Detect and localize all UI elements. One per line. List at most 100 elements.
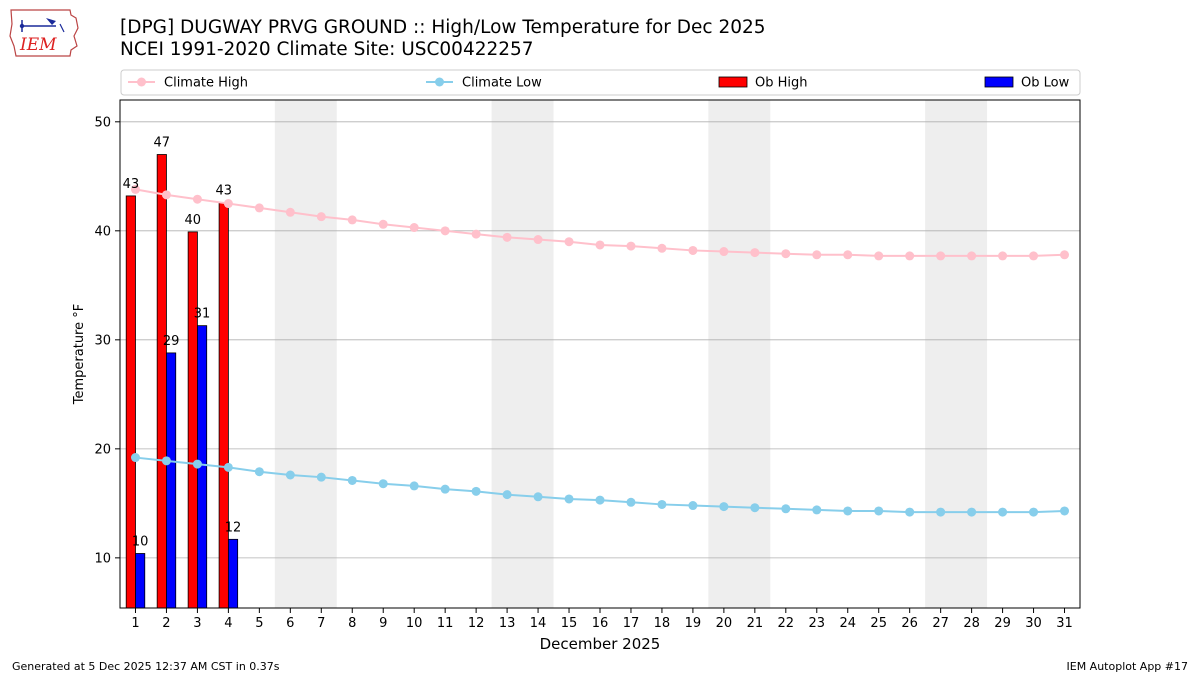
climate-low-point-day-10 [409, 481, 419, 491]
ob-low-label-day-3: 31 [194, 307, 211, 322]
climate-high-point-day-25 [874, 251, 884, 261]
climate-high-point-day-16 [595, 240, 605, 250]
climate-high-point-day-12 [471, 229, 481, 239]
climate-high-point-day-14 [533, 235, 543, 245]
y-tick-label-30: 30 [94, 333, 111, 348]
ob-high-bar-day-2 [156, 154, 167, 609]
x-tick-label-15: 15 [561, 616, 578, 631]
x-tick-label-21: 21 [747, 616, 764, 631]
app-credit: IEM Autoplot App #17 [1066, 660, 1189, 673]
x-tick-label-28: 28 [963, 616, 980, 631]
ob-low-label-day-1: 10 [132, 534, 149, 549]
climate-low-point-day-4 [223, 462, 233, 472]
x-tick-label-7: 7 [317, 616, 325, 631]
climate-low-point-day-16 [595, 495, 605, 505]
climate-low-point-day-28 [967, 507, 977, 517]
climate-high-point-day-8 [347, 215, 357, 225]
climate-high-point-day-3 [192, 194, 202, 204]
climate-high-point-day-5 [254, 203, 264, 213]
climate-high-point-day-2 [161, 190, 171, 200]
ob-high-label-day-4: 43 [215, 183, 232, 198]
climate-high-point-day-22 [781, 249, 791, 259]
climate-low-point-day-26 [905, 507, 915, 517]
climate-low-point-day-20 [719, 502, 729, 512]
ob-low-bar-day-1 [135, 553, 146, 609]
climate-high-point-day-24 [843, 250, 853, 260]
climate-high-point-day-9 [378, 219, 388, 229]
legend-climate-low-swatch-marker [435, 77, 444, 87]
climate-low-point-day-30 [1029, 507, 1039, 517]
legend-climate-high-label: Climate High [164, 76, 248, 91]
climate-low-point-day-11 [440, 484, 450, 494]
x-axis: 1 2 3 4 5 6 7 8 9 10 11 12 13 14 15 16 17 18 19 20 21 22 23 24 2… [131, 608, 1073, 631]
climate-high-point-day-13 [502, 232, 512, 242]
y-axis: 10 20 30 40 50 [94, 115, 120, 566]
x-tick-label-2: 2 [162, 616, 170, 631]
ob-low-bar-day-4 [227, 538, 239, 609]
climate-lines [130, 184, 1070, 517]
ob-low-bar-day-2 [166, 352, 177, 609]
climate-high-point-day-30 [1029, 251, 1039, 261]
climate-low-point-day-24 [843, 506, 853, 516]
climate-low-point-day-25 [874, 506, 884, 516]
x-tick-label-29: 29 [994, 616, 1011, 631]
bar-value-labels: 43 47 40 43 10 29 31 12 [123, 136, 242, 550]
y-tick-label-20: 20 [94, 442, 111, 457]
x-tick-label-4: 4 [224, 616, 232, 631]
x-tick-label-13: 13 [499, 616, 516, 631]
climate-low-point-day-13 [502, 490, 512, 500]
x-tick-label-22: 22 [778, 616, 795, 631]
climate-high-point-day-11 [440, 226, 450, 236]
climate-low-point-day-15 [564, 494, 574, 504]
x-tick-label-23: 23 [809, 616, 826, 631]
x-tick-label-17: 17 [623, 616, 640, 631]
x-tick-label-27: 27 [932, 616, 949, 631]
generated-timestamp: Generated at 5 Dec 2025 12:37 AM CST in … [12, 660, 280, 673]
climate-low-point-day-21 [750, 503, 760, 513]
climate-low-point-day-27 [936, 507, 946, 517]
climate-low-point-day-2 [161, 456, 171, 466]
climate-low-point-day-23 [812, 505, 822, 515]
climate-low-point-day-12 [471, 486, 481, 496]
climate-low-point-day-3 [192, 459, 202, 469]
x-tick-label-9: 9 [379, 616, 387, 631]
climate-high-point-day-6 [285, 207, 295, 217]
x-tick-label-24: 24 [839, 616, 856, 631]
climate-high-point-day-17 [626, 241, 636, 251]
climate-high-point-day-28 [967, 251, 977, 261]
x-tick-label-25: 25 [870, 616, 887, 631]
x-tick-label-5: 5 [255, 616, 263, 631]
svg-text:IEM: IEM [19, 35, 57, 55]
climate-low-point-day-22 [781, 504, 791, 514]
climate-low-point-day-19 [688, 501, 698, 511]
title-line-1: [DPG] DUGWAY PRVG GROUND :: High/Low Tem… [120, 17, 766, 38]
climate-high-point-day-21 [750, 248, 760, 258]
climate-high-point-day-15 [564, 237, 574, 247]
ob-low-label-day-4: 12 [225, 520, 242, 535]
climate-high-point-day-19 [688, 245, 698, 255]
x-axis-label: December 2025 [540, 635, 661, 653]
weekend-band-1 [274, 100, 337, 608]
x-tick-label-19: 19 [685, 616, 702, 631]
x-tick-label-16: 16 [592, 616, 609, 631]
y-axis-label: Temperature °F [72, 304, 87, 405]
ob-high-label-day-3: 40 [185, 213, 202, 228]
x-tick-label-14: 14 [530, 616, 547, 631]
climate-low-point-day-7 [316, 472, 326, 482]
climate-high-point-day-7 [316, 212, 326, 222]
x-tick-label-6: 6 [286, 616, 294, 631]
legend-climate-low-label: Climate Low [462, 76, 542, 91]
climate-high-point-day-29 [998, 251, 1008, 261]
climate-low-point-day-5 [254, 467, 264, 477]
y-tick-label-10: 10 [94, 551, 111, 566]
climate-high-point-day-18 [657, 243, 667, 253]
legend-ob-high-label: Ob High [755, 76, 808, 91]
climate-high-point-day-26 [905, 251, 915, 261]
x-tick-label-18: 18 [654, 616, 671, 631]
climate-high-point-day-4 [223, 199, 233, 209]
x-tick-label-11: 11 [437, 616, 454, 631]
climate-low-point-day-8 [347, 475, 357, 485]
climate-low-point-day-18 [657, 499, 667, 509]
x-tick-label-10: 10 [406, 616, 423, 631]
